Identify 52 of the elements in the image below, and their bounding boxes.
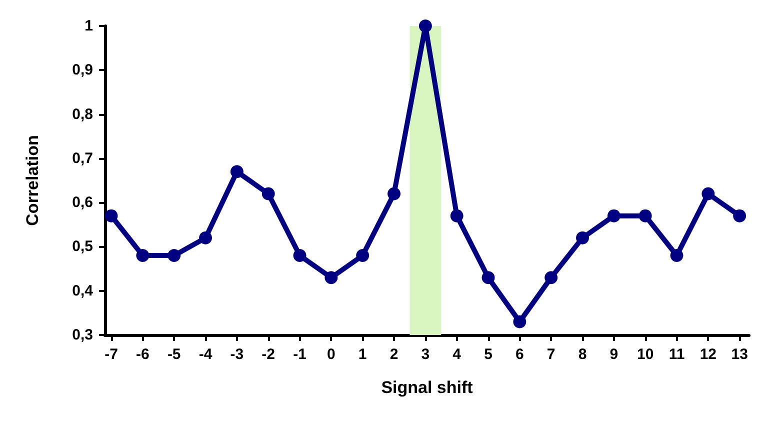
point — [230, 165, 244, 178]
y-tick-label: 1 — [84, 18, 93, 34]
x-tick-label: -1 — [293, 346, 306, 363]
x-tick-label: -7 — [104, 346, 118, 363]
x-tick-label: 6 — [516, 346, 524, 363]
point — [199, 231, 212, 244]
x-tick-label: 7 — [546, 346, 556, 363]
point — [733, 209, 746, 222]
point — [544, 271, 558, 284]
point — [450, 209, 464, 222]
point — [324, 271, 338, 284]
x-tick-label: 8 — [578, 346, 587, 363]
x-tick-label: -4 — [198, 346, 213, 363]
x-tick-label: 4 — [452, 346, 462, 363]
point — [513, 315, 526, 328]
x-tick-label: 3 — [421, 346, 430, 363]
y-tick-label: 0,9 — [72, 62, 93, 79]
y-tick-label: 0,3 — [72, 326, 93, 344]
point — [576, 231, 589, 244]
y-tick-label: 0,7 — [72, 150, 93, 167]
x-tick-label: -5 — [167, 346, 181, 363]
x-tick-label: 5 — [484, 346, 492, 363]
point — [607, 209, 620, 222]
x-tick-label: 2 — [390, 346, 398, 363]
point — [262, 187, 275, 200]
point — [482, 271, 495, 284]
y-tick-label: 0,4 — [72, 282, 94, 300]
y-tick-label: 0,5 — [72, 238, 93, 256]
x-tick-label: 13 — [731, 346, 748, 363]
x-tick-label: 11 — [668, 346, 685, 363]
point — [418, 20, 432, 32]
point — [168, 249, 181, 262]
point — [388, 187, 401, 200]
point — [104, 209, 118, 222]
x-tick-label: -2 — [262, 346, 276, 363]
y-axis-title: Correlation — [23, 135, 42, 226]
x-tick-label: 9 — [610, 346, 618, 363]
x-tick-label: 12 — [700, 346, 717, 363]
x-tick-label: 10 — [636, 346, 654, 363]
point — [136, 249, 150, 262]
y-tick-label: 0,8 — [72, 106, 93, 123]
point — [638, 209, 652, 222]
x-axis-title: Signal shift — [381, 378, 474, 397]
point — [670, 249, 684, 262]
y-tick-label: 0,6 — [72, 194, 93, 212]
point — [702, 187, 715, 200]
x-tick-label: -3 — [230, 346, 244, 363]
point — [356, 249, 370, 262]
x-tick-label: 1 — [358, 346, 367, 363]
x-tick-label: -6 — [136, 346, 150, 363]
x-tick-label: 0 — [327, 346, 336, 363]
point — [293, 249, 306, 262]
